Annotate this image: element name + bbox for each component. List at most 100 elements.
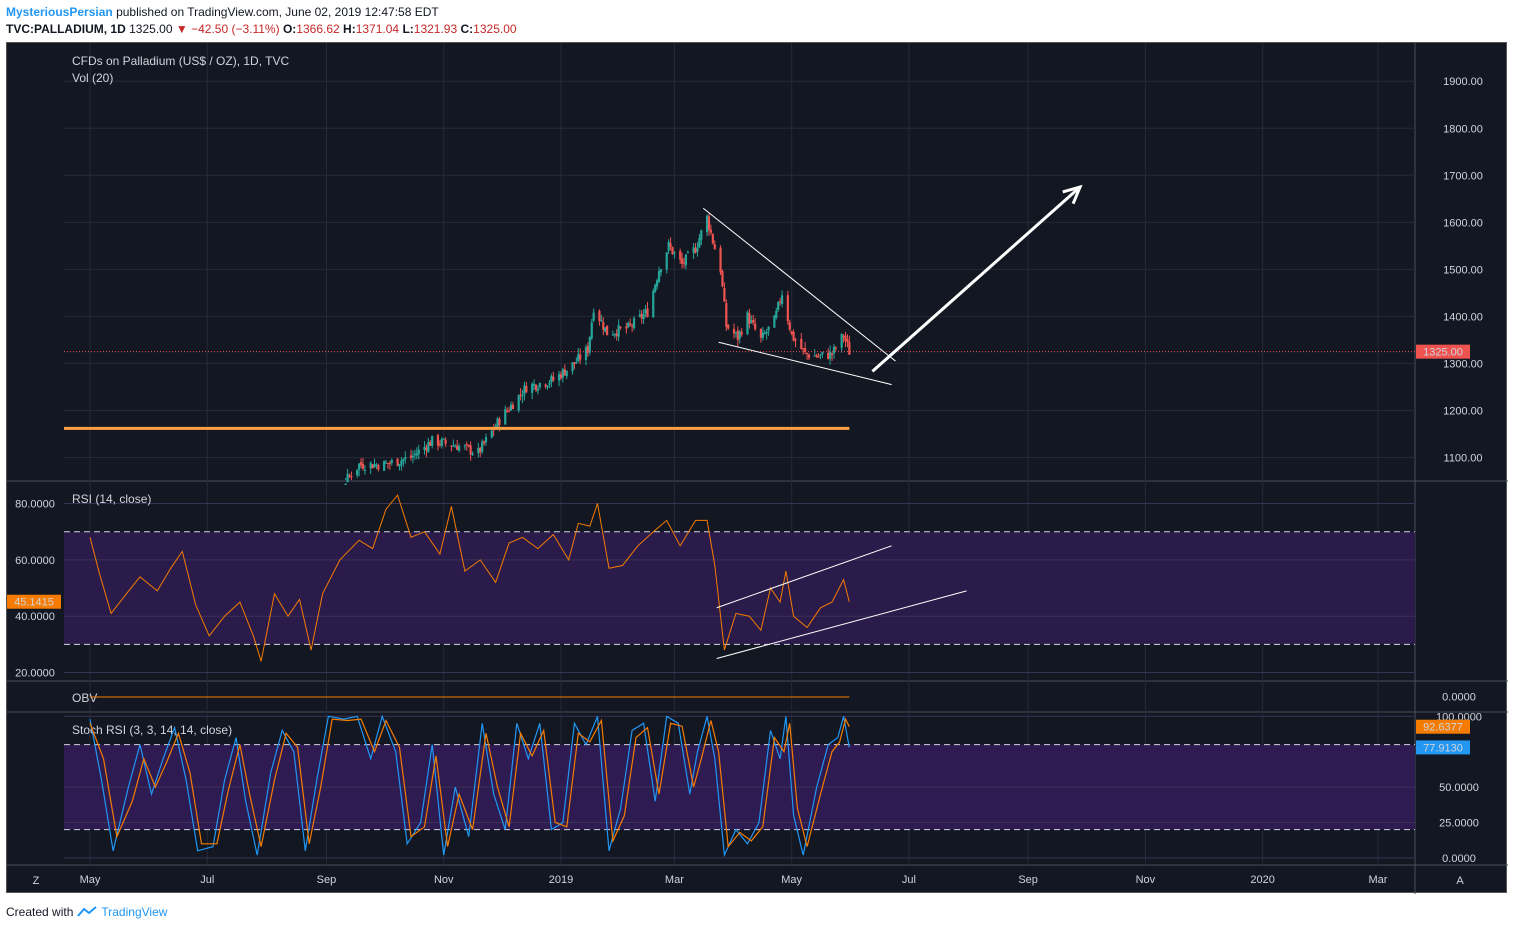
timezone-icon: Z (33, 875, 40, 887)
tradingview-brand[interactable]: TradingView (101, 905, 168, 919)
candle-up (832, 346, 836, 354)
stoch-tick-label: 50.0000 (1439, 782, 1479, 794)
candle-up (821, 351, 824, 355)
candle-up (561, 369, 565, 378)
candle-up (490, 430, 493, 438)
wedge-trendline (702, 207, 896, 362)
stoch-tick-label: 25.0000 (1439, 818, 1479, 830)
chart-area[interactable]: May Jul Sep Nov 2019 Mar May Jul Sep Nov 2020 Mar Z A… (6, 42, 1508, 894)
candle-down (467, 444, 470, 447)
obv-tick-label: 0.0000 (1442, 692, 1476, 704)
candle-down (359, 462, 363, 466)
candle-down (606, 325, 609, 336)
candle-up (496, 418, 499, 427)
stoch-value-label: 77.9130 (1423, 742, 1463, 754)
high-label: H: (343, 22, 356, 36)
candle-down (586, 346, 589, 354)
candle-up (398, 464, 401, 467)
candle-down (707, 216, 711, 230)
candle-down (386, 462, 390, 464)
candle-up (457, 445, 461, 451)
x-tick-label: Nov (1136, 874, 1156, 886)
candle-up (652, 290, 655, 318)
rsi-channel-line (716, 545, 892, 609)
candle-down (429, 442, 432, 446)
candle-up (442, 438, 445, 440)
candle-up (705, 215, 709, 233)
candle-down (827, 352, 830, 359)
candle-down (534, 384, 538, 390)
candle-up (463, 445, 466, 447)
candle-up (840, 334, 843, 348)
x-tick-label: Nov (434, 874, 454, 886)
wedge-trendline (718, 341, 892, 386)
candle-down (844, 335, 847, 341)
candle-down (671, 247, 674, 255)
candle-down (694, 248, 697, 253)
candle-up (532, 383, 536, 386)
candle-down (680, 258, 684, 264)
candle-up (531, 383, 534, 393)
candle-down (848, 342, 851, 355)
candle-down (846, 339, 849, 343)
candle-up (557, 374, 561, 381)
candle-down (602, 322, 605, 330)
candle-up (656, 280, 659, 287)
candle-up (627, 322, 630, 328)
candle-down (619, 327, 622, 329)
candle-up (440, 439, 443, 446)
obv-title: OBV (72, 691, 97, 705)
candle-up (644, 309, 647, 314)
candle-down (371, 464, 374, 469)
candle-down (725, 303, 728, 327)
candle-up (692, 247, 695, 254)
candle-down (752, 320, 755, 323)
candle-up (571, 362, 574, 372)
rsi-tick-label: 60.0000 (15, 555, 55, 567)
rsi-value-badge (7, 594, 61, 609)
candle-up (383, 461, 386, 471)
candle-down (498, 419, 501, 425)
low-label: L: (402, 22, 414, 36)
candle-up (356, 469, 359, 476)
candle-up (565, 370, 568, 377)
candle-up (673, 252, 676, 254)
candle-up (384, 462, 388, 464)
candle-down (456, 445, 459, 450)
author-link[interactable]: MysteriousPersian (6, 5, 113, 19)
price-tick-label: 1600.00 (1443, 217, 1483, 229)
candle-down (682, 262, 686, 264)
price-tick-label: 1300.00 (1443, 358, 1483, 370)
candle-up (577, 354, 580, 362)
candle-down (805, 353, 809, 355)
candle-up (363, 469, 367, 471)
candle-up (592, 312, 595, 321)
candle-down (631, 325, 634, 327)
candle-up (765, 331, 768, 334)
open-label: O: (282, 22, 297, 36)
x-tick-label: 2019 (549, 874, 573, 886)
candle-up (390, 460, 393, 464)
candle-up (404, 457, 407, 460)
candle-up (657, 271, 661, 282)
price-change: −42.50 (−3.11%) (191, 22, 280, 36)
candle-down (786, 295, 789, 322)
candle-up (509, 404, 513, 411)
candle-up (550, 375, 553, 383)
stoch-k-line (89, 714, 850, 858)
candle-up (411, 456, 415, 458)
candle-down (759, 328, 763, 338)
price-tick-label: 1500.00 (1443, 264, 1483, 276)
candle-up (402, 459, 405, 461)
candle-up (659, 269, 663, 273)
bullish-arrowhead (1062, 184, 1083, 205)
rsi-line (89, 494, 850, 662)
candle-up (504, 409, 507, 425)
candle-down (438, 444, 441, 446)
candle-down (525, 386, 528, 393)
candle-up (632, 318, 636, 328)
candle-down (377, 465, 380, 470)
rsi-tick-label: 20.0000 (15, 668, 55, 680)
stoch-tick-label: 0.0000 (1442, 853, 1476, 865)
price-tick-label: 1900.00 (1443, 76, 1483, 88)
